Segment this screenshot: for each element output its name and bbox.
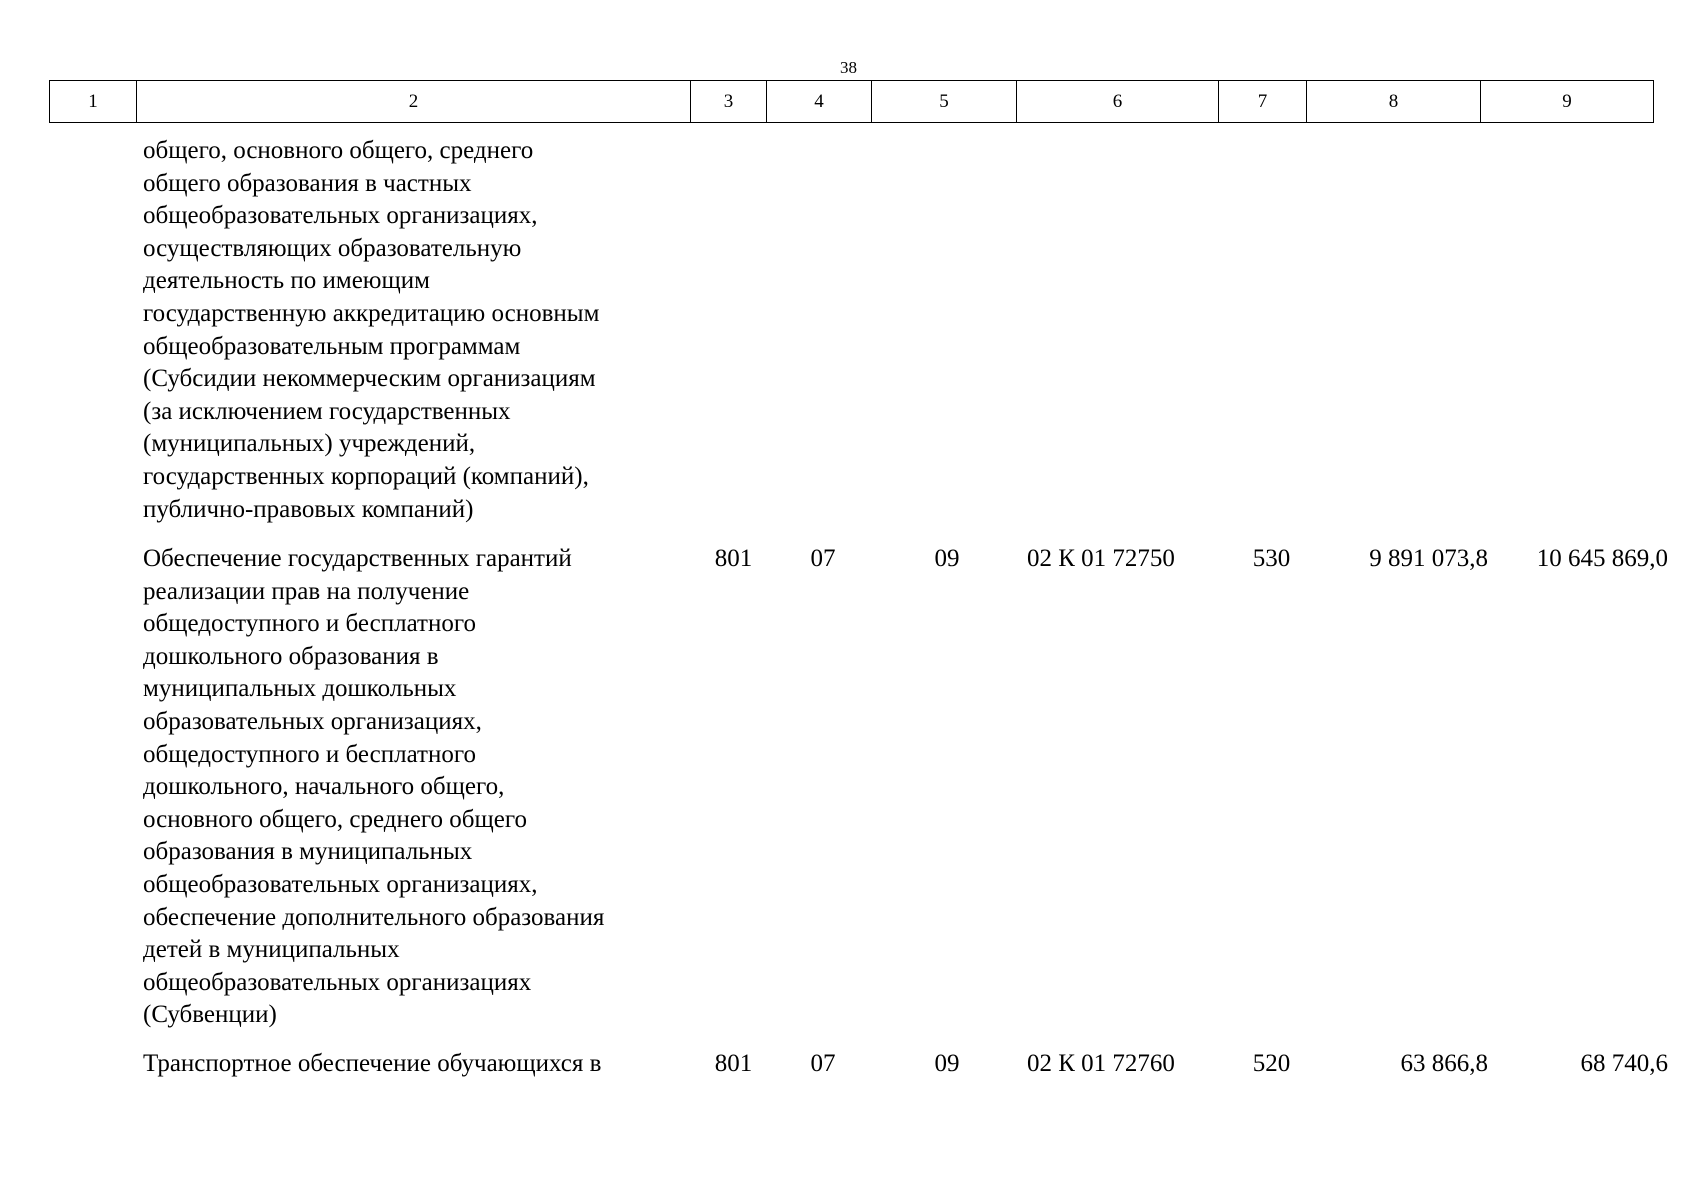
description-line: (муниципальных) учреждений, (143, 430, 476, 458)
column-header-5: 5 (871, 80, 1017, 123)
description-line: обеспечение дополнительного образования (143, 903, 605, 931)
row-description: общего, основного общего, среднего общег… (135, 135, 696, 526)
description-line: деятельность по имеющим (143, 267, 430, 295)
description-line: общеобразовательных организациях, (143, 202, 538, 230)
description-line: дошкольного образования в (143, 642, 439, 670)
row-amount-1: 63 866,8 (1400, 1050, 1489, 1077)
description-line: дошкольного, начального общего, (143, 773, 505, 801)
row-expense-type: 520 (1252, 1050, 1291, 1077)
row-subsection-code (875, 135, 1019, 526)
row-ministry-code: 801 (714, 1050, 753, 1077)
table-row: Обеспечение государственных гарантий реа… (49, 543, 1676, 1032)
row-ministry-code: 801 (714, 545, 753, 572)
row-target-article (1019, 135, 1228, 526)
description-line: образовательных организациях, (143, 707, 482, 735)
description-line: общеобразовательным программам (143, 332, 521, 360)
description-line: (Субвенции) (143, 1001, 277, 1029)
description-line: общедоступного и бесплатного (143, 740, 476, 768)
column-header-table: 1 2 3 4 5 6 7 8 9 (49, 80, 1654, 123)
row-ministry-code (696, 135, 771, 526)
column-header-7: 7 (1218, 80, 1307, 123)
table-row: общего, основного общего, среднего общег… (49, 135, 1676, 526)
table-row: Транспортное обеспечение обучающихся в 8… (49, 1048, 1676, 1081)
row-amount-2: 10 645 869,0 (1536, 545, 1668, 572)
column-header-6: 6 (1016, 80, 1219, 123)
description-line: (за исключением государственных (143, 397, 511, 425)
description-line: государственную аккредитацию основным (143, 299, 600, 327)
row-amount-1 (1315, 135, 1496, 526)
description-line: основного общего, среднего общего (143, 805, 527, 833)
description-line: детей в муниципальных (143, 936, 400, 964)
row-section-code: 07 (810, 1050, 836, 1077)
description-line: общеобразовательных организациях (143, 968, 532, 996)
row-amount-1: 9 891 073,8 (1369, 545, 1488, 572)
row-description: Обеспечение государственных гарантий реа… (135, 543, 696, 1032)
row-amount-2: 68 740,6 (1580, 1050, 1669, 1077)
column-header-1: 1 (49, 80, 137, 123)
row-expense-type (1228, 135, 1315, 526)
row-col-1 (49, 543, 135, 1032)
description-line: общедоступного и бесплатного (143, 610, 476, 638)
description-line: муниципальных дошкольных (143, 675, 457, 703)
column-header-row: 1 2 3 4 5 6 7 8 9 (49, 80, 1654, 123)
description-line: государственных корпораций (компаний), (143, 462, 589, 490)
description-line: Обеспечение государственных гарантий (143, 545, 572, 572)
column-header-2: 2 (136, 80, 691, 123)
column-header-4: 4 (766, 80, 872, 123)
row-description: Транспортное обеспечение обучающихся в (135, 1048, 696, 1081)
row-col-1 (49, 1048, 135, 1081)
column-header-8: 8 (1306, 80, 1481, 123)
column-header-9: 9 (1480, 80, 1654, 123)
row-subsection-code: 09 (934, 545, 960, 572)
row-col-1 (49, 135, 135, 526)
description-line: Транспортное обеспечение обучающихся в (143, 1050, 602, 1077)
description-line: (Субсидии некоммерческим организациям (143, 365, 596, 393)
page-number: 38 (840, 58, 857, 77)
row-target-article: 02 К 01 72750 (1027, 545, 1175, 572)
description-line: образования в муниципальных (143, 838, 473, 866)
row-target-article: 02 К 01 72760 (1027, 1050, 1175, 1077)
row-expense-type: 530 (1252, 545, 1291, 572)
description-line: осуществляющих образовательную (143, 234, 522, 262)
description-line: реализации прав на получение (143, 577, 470, 605)
row-subsection-code: 09 (934, 1050, 960, 1077)
description-line: общеобразовательных организациях, (143, 870, 538, 898)
description-line: общего образования в частных (143, 169, 472, 197)
row-section-code: 07 (810, 545, 836, 572)
description-line: общего, основного общего, среднего (143, 137, 534, 164)
column-header-3: 3 (690, 80, 767, 123)
row-amount-2 (1496, 135, 1676, 526)
description-line: публично-правовых компаний) (143, 495, 474, 523)
row-section-code (771, 135, 875, 526)
